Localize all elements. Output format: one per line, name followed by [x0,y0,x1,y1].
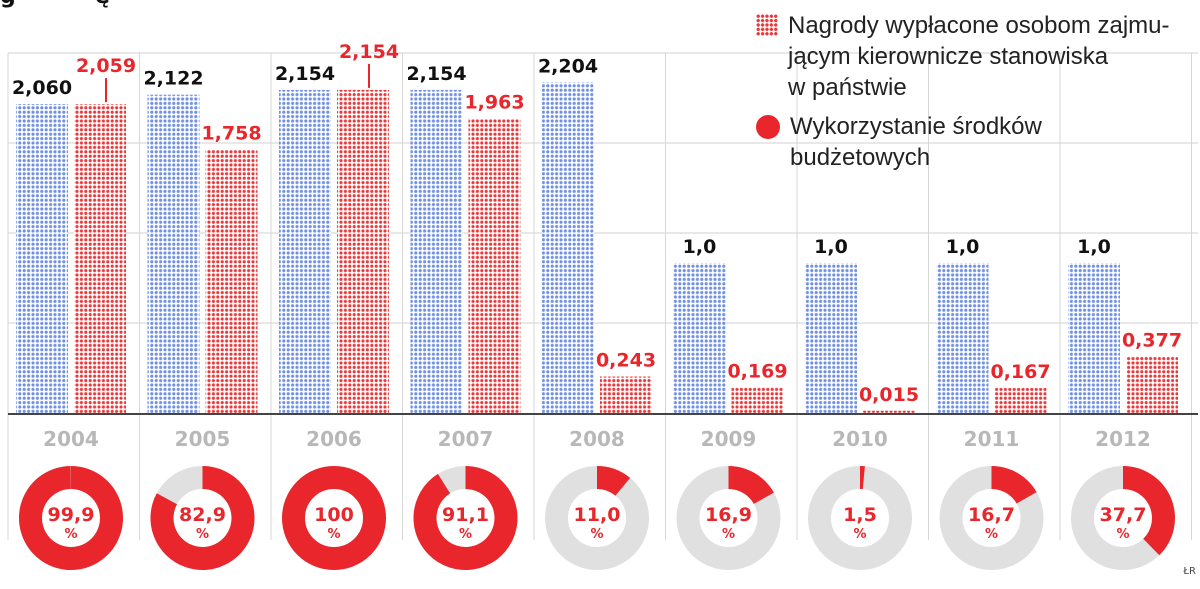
donut-value-label: 16,7 [968,504,1015,526]
donuts: 99,9%82,9%100%91,1%11,0%16,9%1,5%16,7%37… [18,466,1175,571]
bar-label-budget: 0,243 [596,350,656,372]
donut-unit-label: % [722,527,735,542]
legend-item-budget: Wykorzystanie środków budżetowych [756,111,1196,173]
donut-value-label: 11,0 [574,504,621,526]
year-label: 2004 [43,427,99,451]
bar-awards [805,263,857,413]
bar-label-awards: 2,122 [143,68,203,90]
donut-unit-label: % [196,527,209,542]
bar-awards [673,263,726,413]
legend-swatch-dotted [756,14,778,36]
bar-label-budget: 0,015 [859,384,919,406]
bar-budget [74,104,126,414]
year-label: 2005 [175,427,231,451]
bar-label-budget: 0,167 [990,361,1050,383]
year-label: 2011 [964,427,1020,451]
bar-label-budget: 2,059 [76,55,136,77]
bar-label-awards: 2,154 [406,63,466,85]
bar-label-budget: 0,377 [1122,329,1182,351]
bar-budget [731,387,784,413]
donut-unit-label: % [64,527,77,542]
year-tick-labels: 2004 2005 2006 2007 2008 2009 2010 2011 2012 [43,427,1151,451]
donut-unit-label: % [853,527,866,542]
donut-value-label: 100 [314,504,354,526]
bar-label-awards: 1,0 [683,236,717,258]
bar-budget [600,376,652,413]
donut-unit-label: % [459,527,472,542]
donut-segment [282,466,386,570]
year-label: 2012 [1095,427,1151,451]
year-label: 2007 [438,427,494,451]
donut-unit-label: % [590,527,603,542]
legend-item-awards: Nagrody wypłacone osobom zajmu- jącym ki… [756,10,1196,103]
legend-label-awards: Nagrody wypłacone osobom zajmu- jącym ki… [788,12,1170,101]
donut-value-label: 91,1 [442,504,489,526]
bar-label-awards: 2,060 [12,77,72,99]
donut-segment [597,466,631,496]
bar-label-awards: 1,0 [946,236,980,258]
donut-segment [413,466,518,571]
bar-awards [16,104,68,413]
chart-title-fragment: g ę [0,0,952,8]
bar-awards [279,89,331,414]
bar-awards [542,82,594,414]
gridlines [7,52,1198,540]
bar-label-awards: 1,0 [814,236,848,258]
legend-swatch-circle [756,115,780,139]
bar-label-budget: 0,169 [727,361,787,383]
bar-budget [1126,356,1178,413]
bar-label-awards: 2,204 [538,55,598,77]
donut-value-label: 37,7 [1100,504,1147,526]
donut-segment [150,466,255,571]
bar-budget [994,387,1047,413]
bar-awards [936,263,989,413]
bars [16,82,1178,414]
bar-awards [147,94,200,413]
donut-unit-label: % [327,527,340,542]
year-label: 2006 [306,427,362,451]
bar-label-awards: 1,0 [1077,236,1111,258]
donut-value-label: 16,9 [705,504,752,526]
year-label: 2009 [701,427,757,451]
donut-value-label: 99,9 [48,504,95,526]
bar-label-awards: 2,154 [275,63,335,85]
donut-segment [860,466,865,490]
donut-value-label: 82,9 [179,504,226,526]
bar-awards [1068,263,1120,413]
bar-budget [337,89,389,414]
donut-segment [1123,466,1175,556]
year-label: 2010 [832,427,888,451]
source-credit: ŁR [1183,566,1196,577]
donut-segment [18,466,123,571]
legend-label-budget: Wykorzystanie środków budżetowych [790,113,1042,171]
bar-budget [205,149,258,414]
bar-budget [468,118,521,414]
donut-segment [991,466,1037,504]
donut-segment [728,466,774,504]
bar-labels: 2,0602,0592,1221,7582,1542,1542,1541,963… [12,41,1182,406]
bar-label-budget: 1,758 [201,122,261,144]
donut-value-label: 1,5 [843,504,877,526]
bar-label-budget: 1,963 [464,92,524,114]
donut-unit-label: % [985,527,998,542]
legend: Nagrody wypłacone osobom zajmu- jącym ki… [756,10,1196,181]
bar-label-budget: 2,154 [339,41,399,63]
donut-unit-label: % [1116,527,1129,542]
year-label: 2008 [569,427,625,451]
bar-awards [410,89,463,414]
bar-budget [863,410,915,413]
